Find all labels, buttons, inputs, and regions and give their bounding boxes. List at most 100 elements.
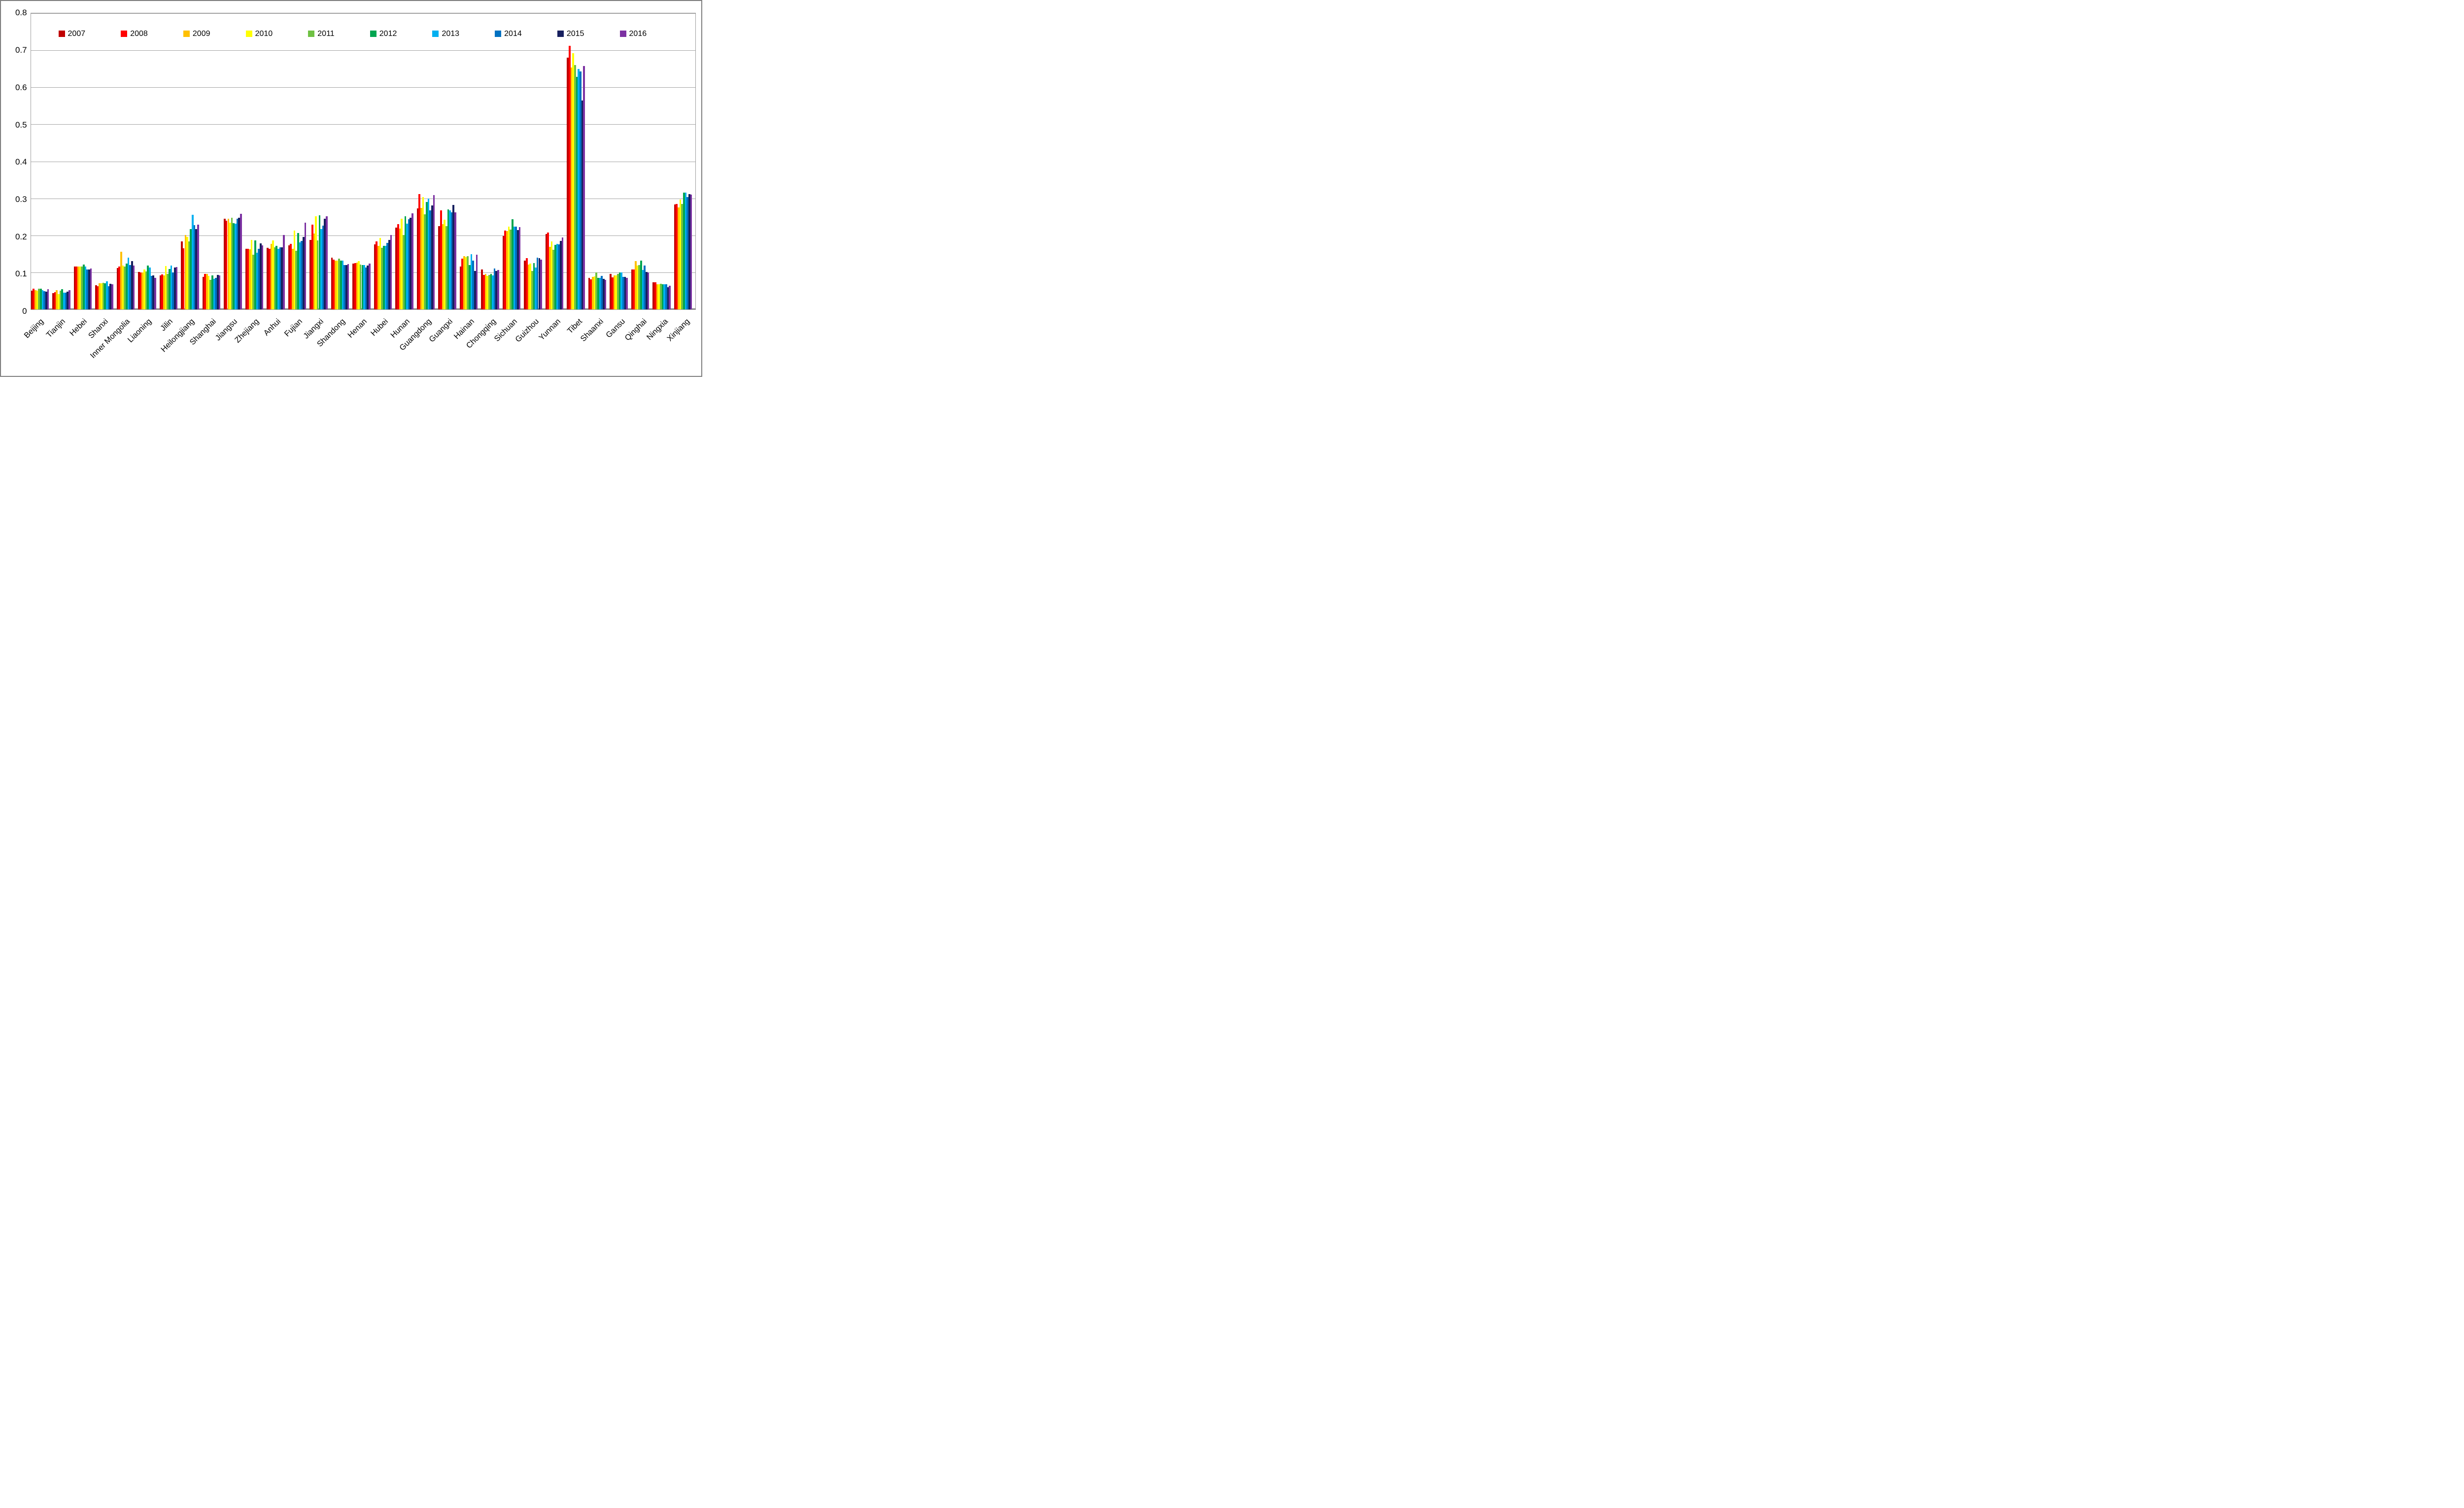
bar-Jiangxi-2010 bbox=[315, 216, 317, 309]
bar-Shandong-2010 bbox=[336, 260, 339, 309]
bar-Xinjiang-2009 bbox=[678, 207, 680, 309]
bar-Inner Mongolia-2016 bbox=[133, 266, 135, 309]
bar-Chongqing-2013 bbox=[492, 275, 494, 309]
bar-Guizhou-2013 bbox=[535, 267, 537, 309]
bar-Gansu-2016 bbox=[626, 277, 628, 309]
bar-Xinjiang-2012 bbox=[683, 192, 685, 309]
y-tick-label-0.3: 0.3 bbox=[15, 194, 27, 204]
bar-Inner Mongolia-2011 bbox=[124, 266, 126, 309]
bar-Inner Mongolia-2010 bbox=[122, 266, 124, 309]
bar-Qinghai-2008 bbox=[633, 269, 635, 309]
bar-Beijing-2012 bbox=[39, 288, 42, 309]
bar-Jiangxi-2012 bbox=[318, 215, 321, 309]
bar-group-Fujian bbox=[288, 13, 310, 309]
legend-swatch-icon bbox=[370, 31, 376, 37]
bar-Gansu-2009 bbox=[613, 275, 616, 309]
bar-Jilin-2008 bbox=[161, 274, 163, 309]
bar-Tianjin-2008 bbox=[54, 292, 56, 309]
bar-Jilin-2015 bbox=[173, 267, 176, 309]
bar-Jiangsu-2009 bbox=[227, 218, 230, 309]
bar-Hainan-2013 bbox=[470, 254, 473, 309]
bar-Qinghai-2007 bbox=[631, 269, 633, 309]
bar-Anhui-2010 bbox=[272, 240, 274, 309]
bar-Guizhou-2016 bbox=[540, 260, 542, 309]
bar-Gansu-2012 bbox=[618, 272, 621, 309]
bar-Inner Mongolia-2009 bbox=[120, 251, 122, 309]
bar-Yunnan-2007 bbox=[545, 234, 548, 309]
bar-Jilin-2009 bbox=[163, 275, 165, 309]
bar-Shandong-2008 bbox=[333, 260, 335, 309]
legend-swatch-icon bbox=[495, 31, 502, 37]
bar-Hainan-2016 bbox=[476, 254, 478, 309]
bar-Hebei-2012 bbox=[82, 264, 85, 309]
bar-Tianjin-2013 bbox=[63, 292, 65, 309]
bar-Shanghai-2016 bbox=[218, 275, 221, 309]
bar-Fujian-2013 bbox=[299, 242, 301, 309]
bar-Guangdong-2007 bbox=[416, 208, 419, 309]
bar-Guangdong-2011 bbox=[424, 214, 426, 309]
bar-Guangxi-2009 bbox=[442, 224, 444, 309]
bar-Beijing-2013 bbox=[41, 290, 44, 309]
bar-Chongqing-2010 bbox=[486, 276, 488, 309]
bar-Ningxia-2014 bbox=[665, 284, 667, 309]
bar-Fujian-2014 bbox=[301, 240, 303, 309]
bar-Tianjin-2015 bbox=[67, 291, 69, 309]
bar-Beijing-2015 bbox=[45, 292, 47, 309]
gridline-0.6 bbox=[31, 87, 696, 88]
bar-Jiangxi-2008 bbox=[311, 224, 313, 309]
bar-Hebei-2009 bbox=[77, 267, 79, 309]
bar-Hebei-2007 bbox=[73, 267, 76, 309]
bar-Liaoning-2011 bbox=[145, 271, 147, 309]
legend-swatch-icon bbox=[619, 31, 626, 37]
bar-Chongqing-2008 bbox=[482, 274, 485, 309]
bar-Ningxia-2013 bbox=[663, 284, 665, 309]
bar-Shaanxi-2009 bbox=[592, 277, 594, 309]
legend-label: 2014 bbox=[504, 29, 522, 38]
bar-Yunnan-2015 bbox=[560, 240, 562, 309]
bar-Guangdong-2009 bbox=[420, 208, 422, 309]
bar-Jiangxi-2011 bbox=[316, 240, 319, 309]
bar-Jiangxi-2013 bbox=[320, 229, 322, 309]
bar-Shaanxi-2015 bbox=[603, 279, 605, 309]
bar-Inner Mongolia-2008 bbox=[118, 266, 120, 309]
bar-Ningxia-2015 bbox=[667, 287, 669, 309]
bar-Jilin-2012 bbox=[168, 268, 171, 309]
bar-Sichuan-2008 bbox=[504, 230, 507, 309]
bar-Shaanxi-2007 bbox=[588, 277, 590, 309]
bar-Hunan-2013 bbox=[406, 223, 408, 309]
bar-Jilin-2014 bbox=[172, 272, 174, 309]
legend-label: 2011 bbox=[317, 29, 335, 38]
bar-Shanxi-2007 bbox=[95, 285, 97, 309]
bar-Hunan-2014 bbox=[408, 219, 410, 309]
bar-Guizhou-2012 bbox=[533, 263, 535, 309]
bar-Shaanxi-2016 bbox=[604, 280, 607, 309]
legend-item-2013: 2013 bbox=[432, 30, 459, 38]
bar-Henan-2010 bbox=[358, 261, 360, 309]
bar-group-Shanghai bbox=[202, 13, 224, 309]
legend-label: 2009 bbox=[192, 29, 210, 38]
bar-Yunnan-2010 bbox=[550, 241, 553, 309]
bar-Liaoning-2008 bbox=[139, 272, 142, 309]
bar-Henan-2016 bbox=[369, 264, 371, 309]
bar-Anhui-2007 bbox=[267, 248, 269, 309]
bar-Shandong-2012 bbox=[340, 261, 342, 309]
bar-Shaanxi-2010 bbox=[593, 276, 596, 309]
y-tick-label-0.5: 0.5 bbox=[15, 120, 27, 130]
bar-Qinghai-2013 bbox=[642, 270, 644, 309]
bar-Chongqing-2016 bbox=[497, 270, 499, 309]
bar-group-Hubei bbox=[374, 13, 396, 309]
legend-item-2014: 2014 bbox=[495, 30, 522, 38]
bar-group-Chongqing bbox=[481, 13, 503, 309]
bar-Anhui-2012 bbox=[275, 245, 278, 309]
bar-Jilin-2016 bbox=[175, 267, 178, 309]
y-tick-label-0.2: 0.2 bbox=[15, 232, 27, 241]
bar-Jiangxi-2009 bbox=[313, 233, 315, 309]
bar-Qinghai-2016 bbox=[647, 272, 650, 309]
bar-Hubei-2009 bbox=[377, 245, 379, 309]
bar-group-Qinghai bbox=[631, 13, 653, 309]
bar-Guizhou-2011 bbox=[531, 271, 533, 309]
bar-Jiangsu-2015 bbox=[238, 217, 240, 309]
bar-Chongqing-2012 bbox=[490, 274, 492, 309]
bar-Tibet-2009 bbox=[570, 67, 573, 309]
bar-Hainan-2009 bbox=[463, 256, 465, 309]
